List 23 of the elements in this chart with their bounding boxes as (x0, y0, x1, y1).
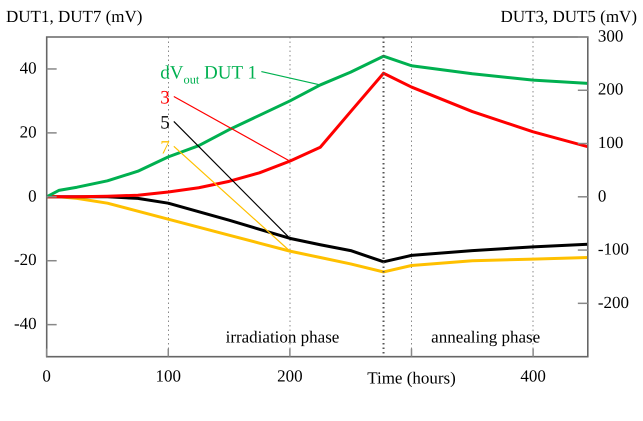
y2-tick-label: 0 (598, 186, 606, 206)
y2-tick-label: -100 (598, 240, 630, 259)
annotation: irradiation phase (226, 328, 340, 347)
y-axis-title: DUT1, DUT7 (mV) (6, 7, 142, 26)
x-tick-label: 100 (156, 366, 182, 386)
y2-axis-title: DUT3, DUT5 (mV) (500, 7, 637, 26)
y-tick-label: 0 (28, 186, 37, 206)
y-tick-label: -20 (14, 250, 37, 270)
x-tick-label: 200 (277, 366, 303, 386)
text: 7 (160, 137, 170, 158)
y-tick-label: -40 (14, 314, 37, 334)
y2-tick-label: -200 (598, 292, 630, 312)
annotation: annealing phase (431, 328, 540, 347)
x-tick-label: 0 (42, 366, 51, 386)
text: 5 (160, 112, 170, 134)
text: 3 (160, 87, 170, 108)
y-tick-label: 40 (20, 58, 37, 78)
x-tick-label: 400 (520, 366, 546, 386)
y2-tick-label: 200 (598, 80, 624, 99)
y2-tick-label: 300 (598, 26, 624, 46)
y2-tick-label: 100 (598, 133, 624, 152)
y-tick-label: 20 (20, 122, 37, 142)
x-axis-title: Time (hours) (367, 368, 456, 388)
